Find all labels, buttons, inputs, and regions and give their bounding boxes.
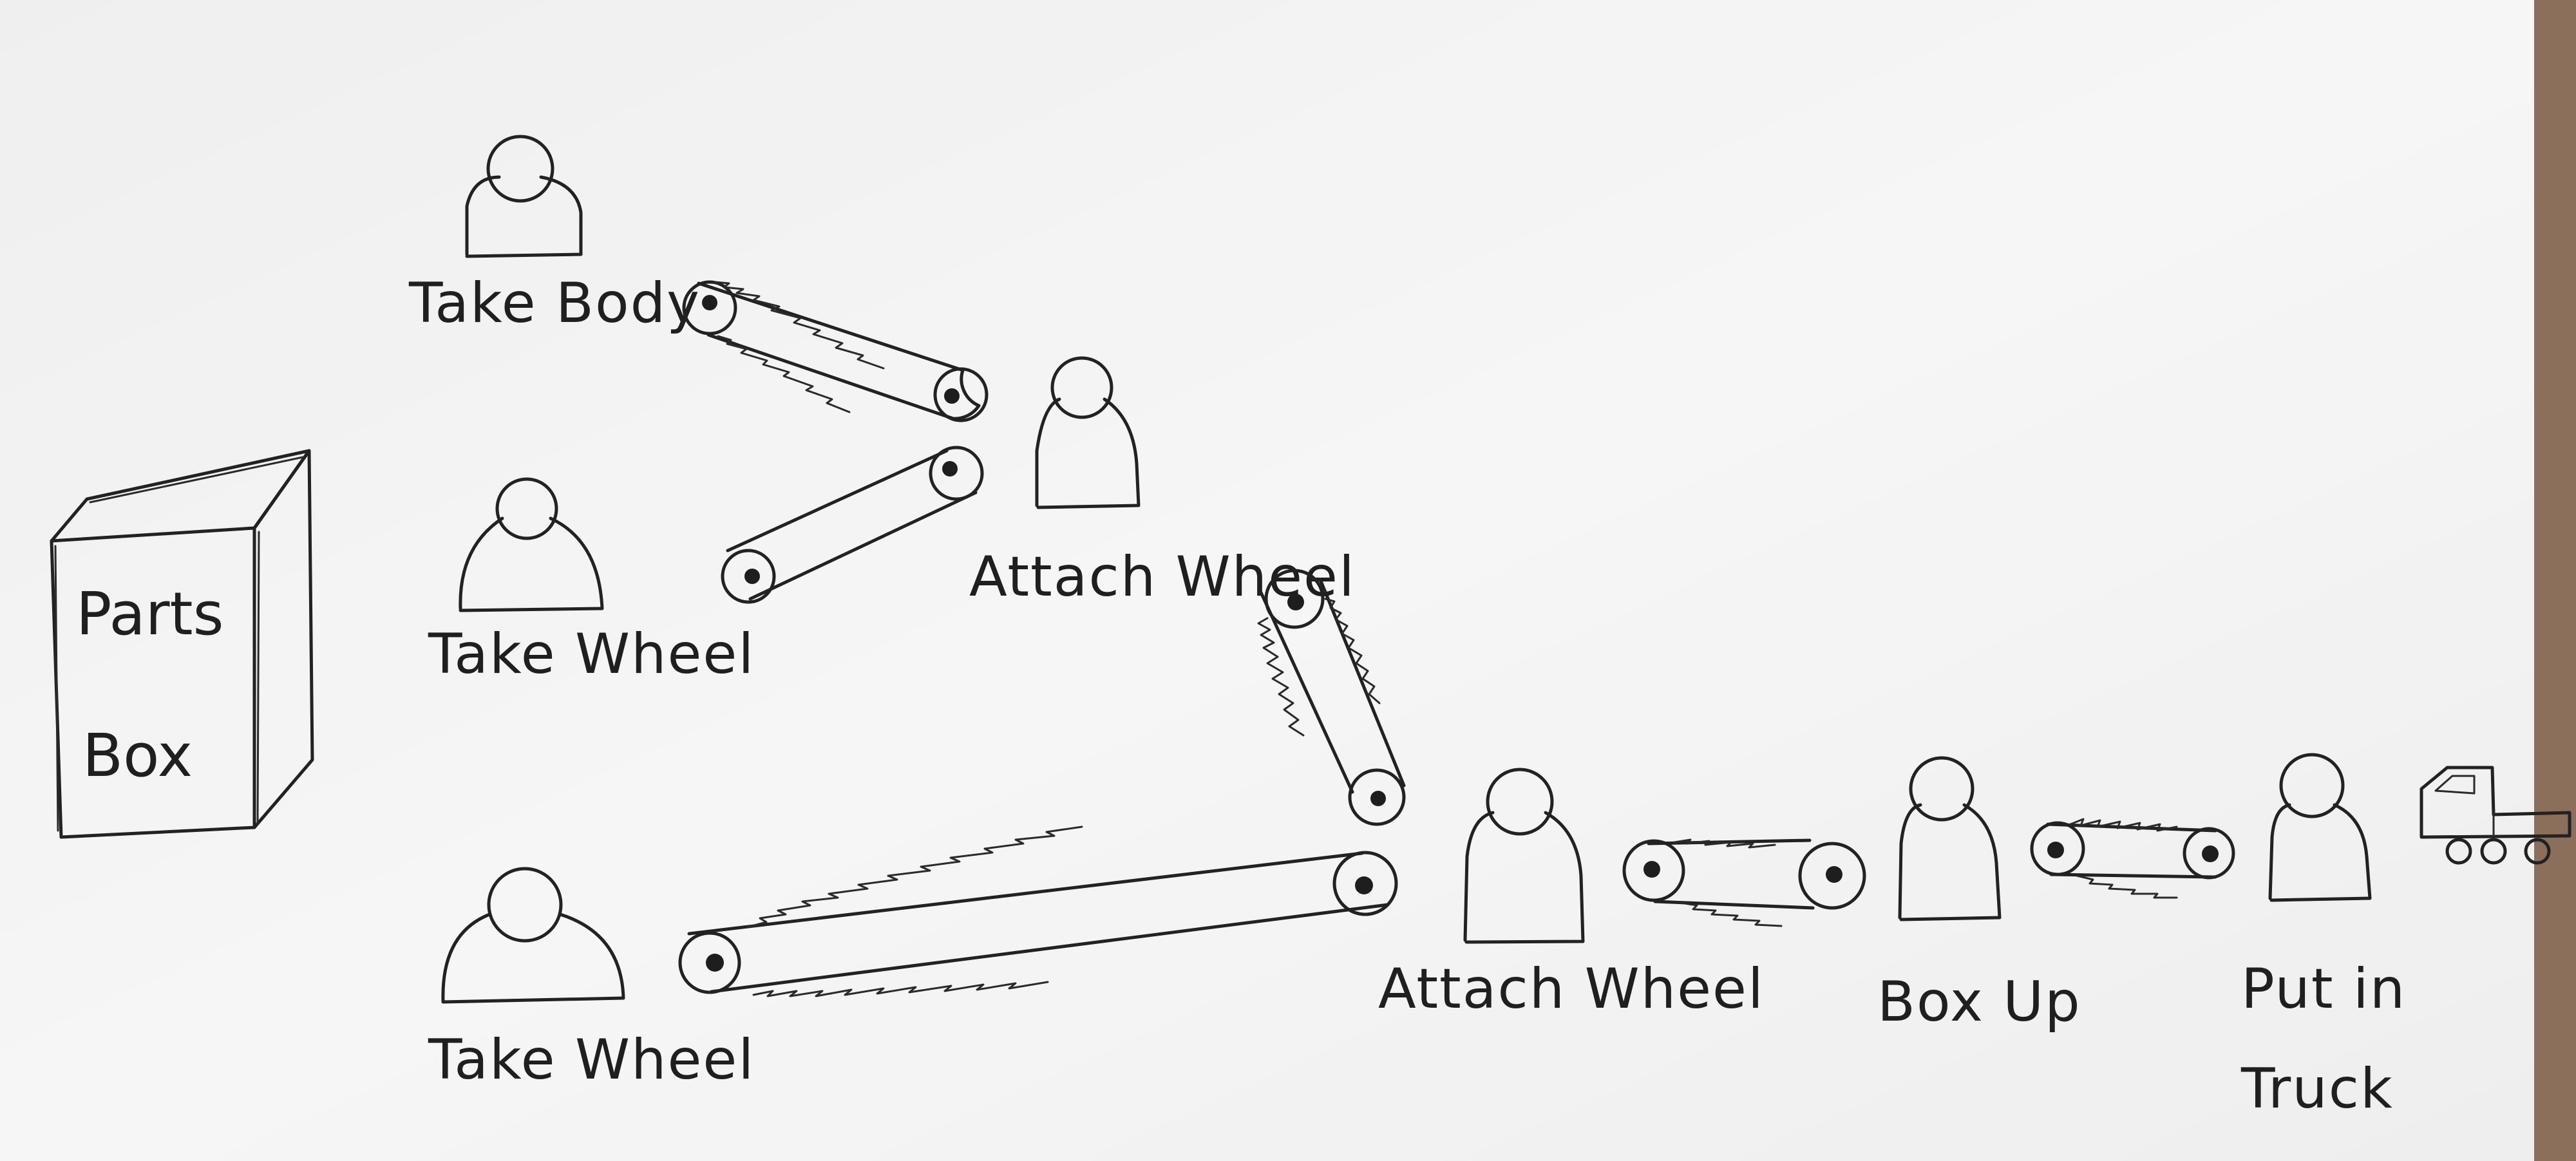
roller-dot — [706, 954, 724, 972]
worker-box-up: Box Up — [1877, 756, 2081, 1034]
conveyor-long-take-wheel-to-attach-wheel — [678, 826, 1398, 997]
roller-dot — [744, 569, 760, 584]
worker-take-wheel-1: Take Wheel — [428, 477, 755, 686]
worker-box-up-label: Box Up — [1877, 970, 2081, 1034]
roller-dot — [1355, 876, 1373, 894]
worker-put-in-truck: Put in Truck — [2240, 753, 2406, 1121]
conveyor-take-body-to-attach-wheel — [682, 280, 989, 422]
worker-put-in-truck-label-line1: Put in — [2241, 957, 2406, 1021]
roller-dot — [1643, 861, 1660, 878]
worker-take-body: Take Body — [408, 135, 701, 335]
parts-box-label-line2: Box — [82, 721, 193, 790]
conveyor-take-wheel-to-attach-wheel — [721, 446, 984, 604]
worker-put-in-truck-label-line2: Truck — [2240, 1057, 2394, 1121]
roller-dot — [2202, 845, 2219, 862]
roller-dot — [1370, 791, 1386, 806]
roller-dot — [1287, 594, 1304, 610]
worker-take-wheel-1-label: Take Wheel — [428, 622, 755, 686]
worker-attach-wheel-2-label: Attach Wheel — [1378, 957, 1765, 1021]
parts-box: Parts Box — [50, 449, 314, 839]
roller-dot — [702, 295, 717, 310]
roller-dot — [2047, 842, 2064, 858]
conveyor-box-up-to-put-in-truck — [2030, 818, 2235, 899]
worker-take-wheel-2-label: Take Wheel — [428, 1028, 755, 1092]
roller-dot — [942, 461, 958, 477]
worker-take-body-label: Take Body — [408, 271, 701, 335]
conveyor-attach-wheel-to-attach-wheel — [1257, 569, 1406, 826]
conveyor-attach-wheel-to-box-up — [1622, 838, 1866, 927]
roller-dot — [944, 388, 960, 404]
roller-dot — [1826, 866, 1842, 883]
paper-edge-shadow — [2534, 0, 2576, 1161]
truck-icon — [2420, 766, 2571, 865]
worker-take-wheel-2: Take Wheel — [428, 867, 755, 1092]
parts-box-label-line1: Parts — [76, 580, 224, 648]
worker-attach-wheel-2: Attach Wheel — [1378, 768, 1765, 1021]
